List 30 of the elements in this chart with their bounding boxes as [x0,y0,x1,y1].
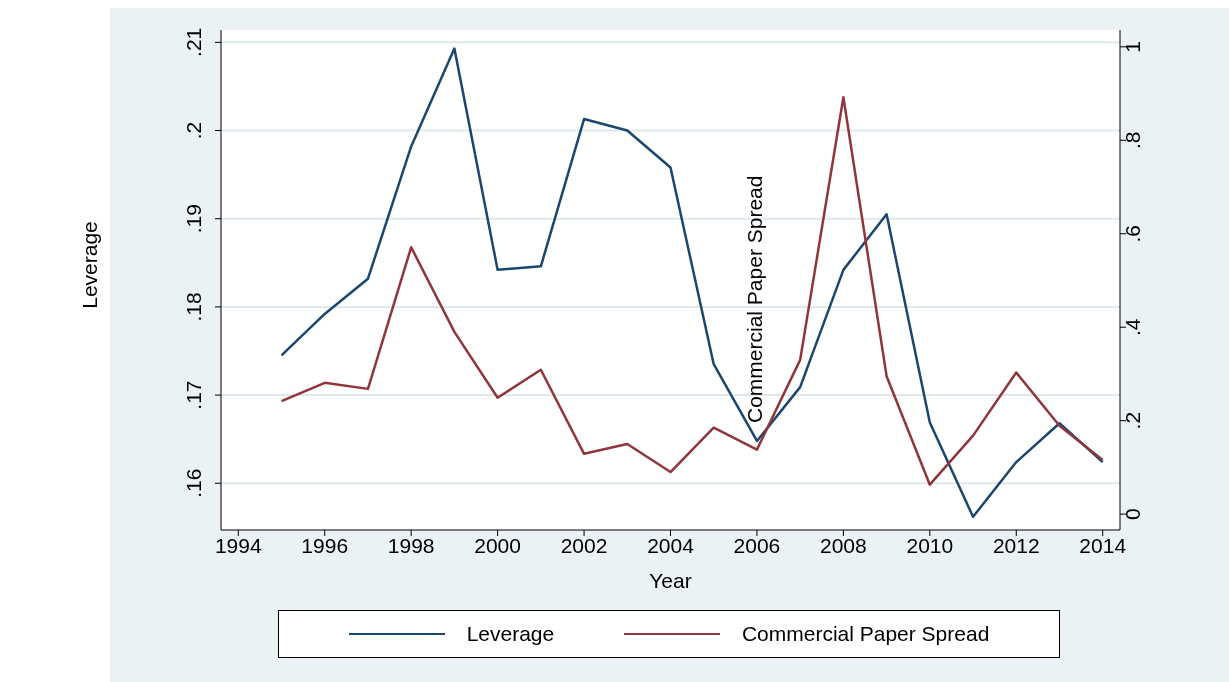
legend-label: Commercial Paper Spread [741,622,990,646]
y-tick-label: .16 [182,468,205,498]
line-series [280,96,1104,486]
y-tick-label: .18 [182,292,205,322]
y2-tick-label: .4 [1121,318,1144,336]
y2-tick-label: .2 [1121,411,1144,430]
x-tick-label: 2012 [992,533,1040,557]
x-tick-label: 2010 [906,533,954,557]
y2-tick-label: 0 [1121,508,1144,520]
x-tick-label: 2002 [560,533,608,557]
y-tick-label: .2 [182,121,205,140]
y-tick-label: .21 [182,27,205,57]
x-tick-label: 1994 [214,533,262,557]
y-axis-title: Leverage [78,221,102,309]
x-axis-title: Year [649,569,692,592]
x-tick-label: 1998 [387,533,435,557]
y-tick-label: .19 [182,204,205,234]
y-tick-label: .17 [182,380,205,410]
x-tick-label: 2014 [1079,533,1127,557]
line-series [280,47,1104,519]
y2-tick-label: .8 [1121,131,1144,150]
annotation: Commercial Paper Spread [743,175,766,423]
y2-tick-label: 1 [1121,40,1144,53]
x-tick-label: 1996 [301,533,349,557]
x-tick-label: 2000 [474,533,521,557]
x-tick-label: 2004 [647,533,695,557]
x-tick-label: 2008 [820,533,867,557]
legend-label: Leverage [466,622,555,646]
y2-tick-label: .6 [1121,224,1144,243]
x-tick-label: 2006 [733,533,781,557]
